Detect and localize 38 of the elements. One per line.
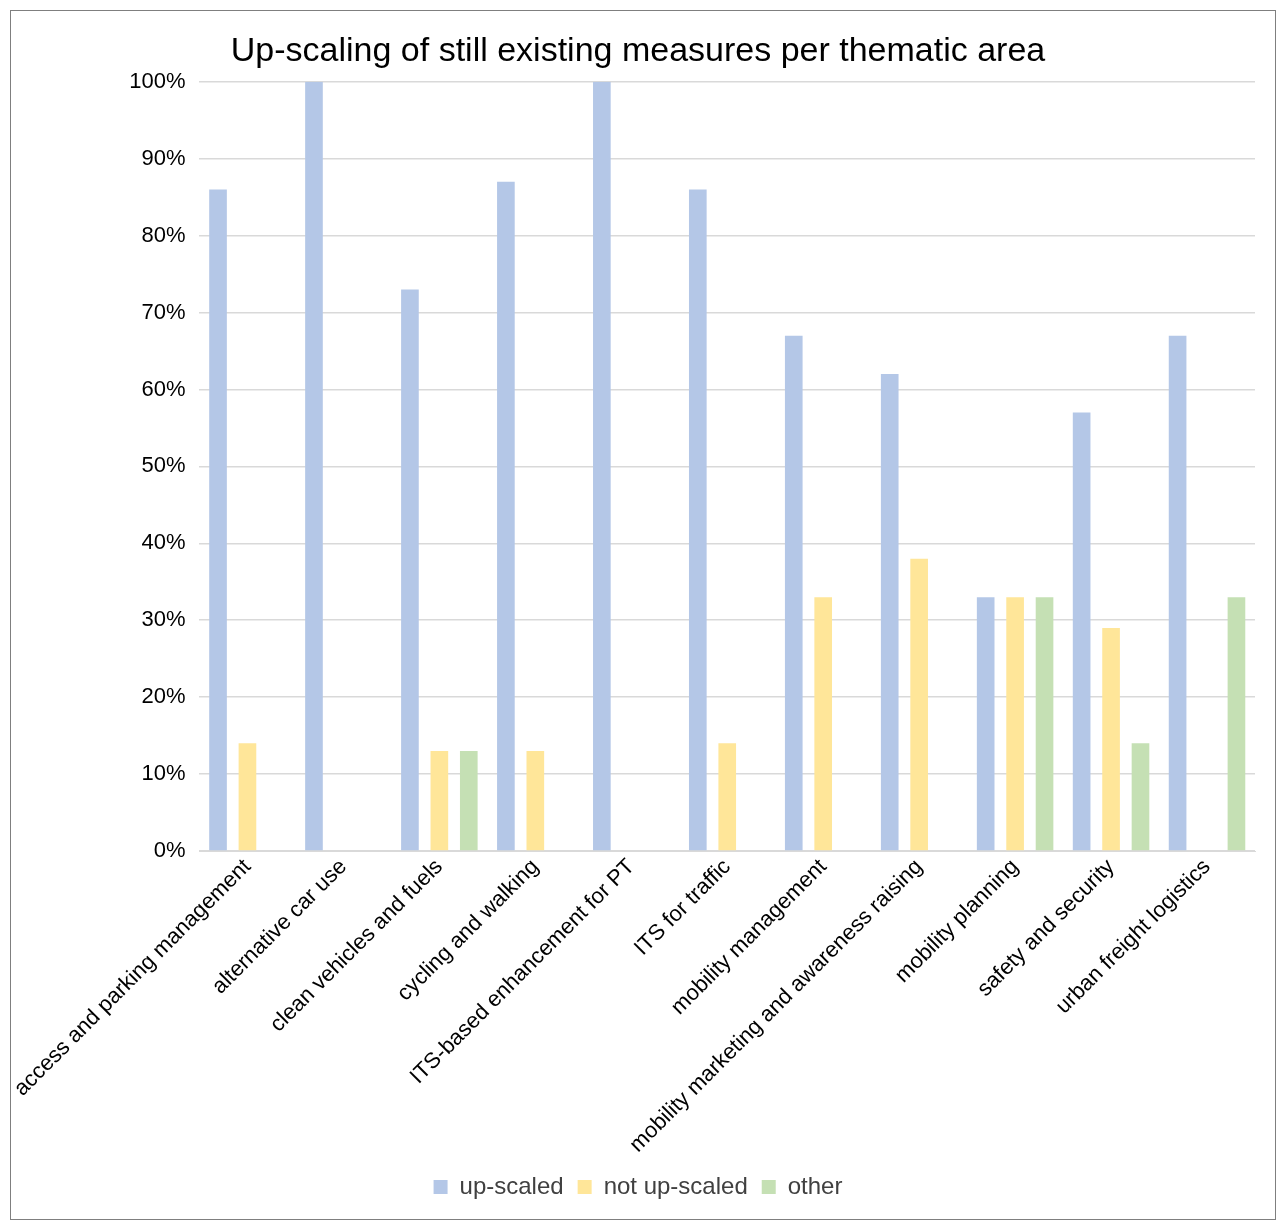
bar	[209, 189, 227, 851]
y-tick-label: 70%	[141, 298, 186, 324]
bar	[430, 751, 449, 851]
bar	[401, 289, 419, 851]
bar	[305, 81, 323, 851]
legend-label: other	[787, 1171, 843, 1199]
bar	[526, 751, 545, 851]
legend-label: not up-scaled	[603, 1171, 748, 1199]
bar	[1131, 743, 1150, 851]
chart-title: Up-scaling of still existing measures per thematic area	[230, 29, 1046, 68]
bar	[910, 558, 928, 851]
bar	[459, 751, 478, 851]
y-tick-label: 50%	[141, 452, 186, 478]
bar	[814, 597, 833, 851]
y-tick-label: 80%	[141, 221, 186, 247]
bar	[976, 597, 995, 851]
y-tick-label: 0%	[153, 837, 186, 863]
bar	[1102, 627, 1120, 851]
bar	[784, 335, 803, 851]
y-tick-label: 60%	[141, 375, 186, 401]
bar	[1006, 597, 1024, 851]
y-tick-label: 90%	[141, 144, 186, 170]
bar	[688, 189, 707, 851]
bar	[880, 374, 899, 851]
y-tick-label: 30%	[141, 606, 186, 632]
legend-label: up-scaled	[459, 1171, 564, 1199]
bar	[1168, 335, 1187, 851]
bar	[593, 81, 611, 851]
bar	[497, 181, 515, 851]
y-tick-label: 100%	[129, 67, 186, 93]
bar	[1035, 597, 1054, 851]
y-tick-label: 20%	[141, 683, 186, 709]
y-tick-label: 40%	[141, 529, 186, 555]
bar	[238, 743, 257, 851]
bar	[1072, 412, 1091, 851]
y-tick-label: 10%	[141, 760, 186, 786]
bar	[1227, 597, 1246, 851]
bar	[718, 743, 737, 851]
